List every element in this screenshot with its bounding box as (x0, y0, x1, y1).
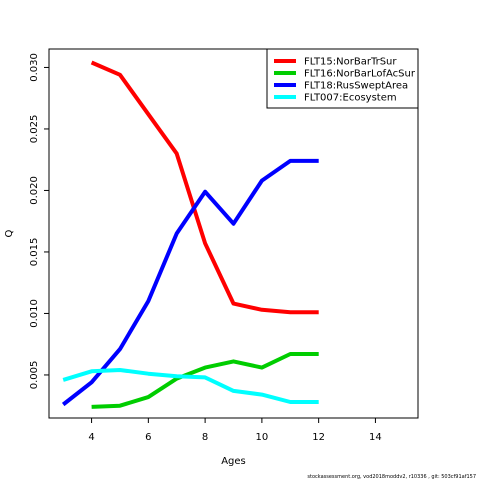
series-line-3 (61, 158, 319, 407)
series-lines (61, 60, 319, 409)
y-axis-title: Q (4, 229, 15, 237)
legend-label: FLT15:NorBarTrSur (304, 57, 397, 68)
x-tick-label: 6 (145, 432, 151, 443)
legend: FLT15:NorBarTrSurFLT16:NorBarLofAcSurFLT… (266, 48, 419, 109)
y-axis: 0.005 0.010 0.015 0.020 0.025 0.030 (29, 53, 49, 389)
y-tick-label: 0.005 (29, 361, 40, 390)
series-line-2 (91, 352, 319, 409)
y-tick-label: 0.025 (29, 115, 40, 144)
plot-frame (48, 48, 419, 419)
x-tick-label: 10 (256, 432, 269, 443)
x-axis: 4 6 8 10 12 14 (88, 418, 382, 443)
series-line-4 (62, 368, 319, 404)
y-tick-label: 0.010 (29, 299, 40, 328)
x-tick-label: 14 (369, 432, 382, 443)
x-tick-label: 12 (312, 432, 325, 443)
x-tick-label: 4 (88, 432, 94, 443)
footer-note: stockassessment.org, vod2018moddv2, r103… (307, 474, 476, 480)
y-tick-label: 0.020 (29, 176, 40, 205)
y-tick-label: 0.030 (29, 53, 40, 82)
x-tick-label: 8 (202, 432, 208, 443)
legend-label: FLT18:RusSweptArea (304, 81, 408, 92)
legend-label: FLT16:NorBarLofAcSur (304, 69, 416, 80)
y-tick-label: 0.015 (29, 238, 40, 267)
series-line-1 (90, 60, 319, 315)
legend-label: FLT007:Ecosystem (304, 93, 397, 104)
x-axis-title: Ages (221, 456, 246, 467)
